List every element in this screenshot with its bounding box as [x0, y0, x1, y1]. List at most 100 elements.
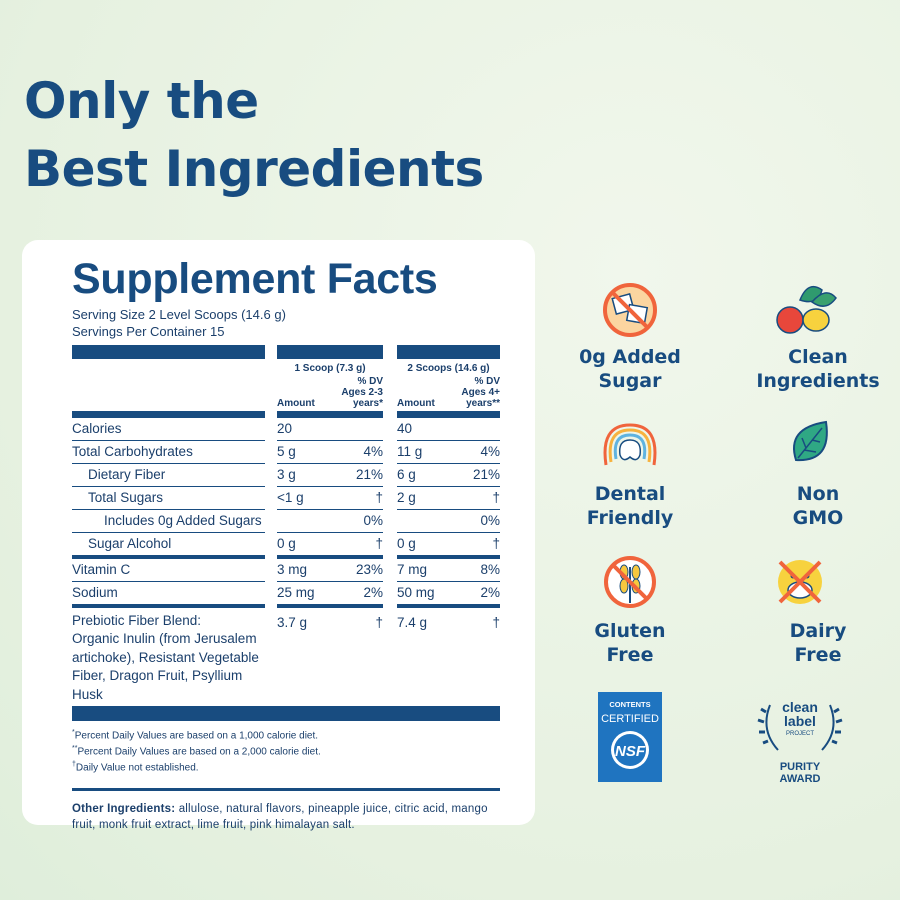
leaf-icon	[793, 420, 828, 462]
award-text: PURITY	[780, 761, 821, 773]
daily-value: †	[332, 533, 383, 559]
nutrient-name: Calories	[72, 418, 265, 441]
daily-value: 0%	[332, 510, 383, 533]
footnote: **Percent Daily Values are based on a 2,…	[72, 743, 500, 759]
daily-value: 4%	[332, 441, 383, 464]
bar	[277, 411, 383, 418]
amount: 25 mg	[277, 582, 332, 608]
facts-row: Sugar Alcohol 0 g † 0 g †	[72, 533, 500, 559]
facts-row: Prebiotic Fiber Blend: Organic Inulin (fr…	[72, 608, 500, 704]
daily-value: 2%	[332, 582, 383, 608]
badge-label: Gluten Free	[540, 619, 720, 667]
daily-value: 8%	[452, 559, 500, 582]
headline: Best Ingredients	[24, 140, 484, 198]
badge-line: GMO	[792, 507, 844, 529]
facts-row: Sodium 25 mg 2% 50 mg 2%	[72, 582, 500, 608]
award-text: AWARD	[780, 773, 821, 785]
nutrient-name: Prebiotic Fiber Blend: Organic Inulin (fr…	[72, 608, 265, 704]
nsf-mark: NSF	[615, 743, 646, 760]
nutrient-name: Sodium	[72, 582, 265, 608]
bar	[72, 411, 265, 418]
tooth-icon	[603, 423, 657, 466]
footnote: *Percent Daily Values are based on a 1,0…	[72, 727, 500, 743]
dv-heading: % DV Ages 4+ years**	[461, 376, 500, 409]
amount: <1 g	[277, 487, 332, 510]
footnotes: *Percent Daily Values are based on a 1,0…	[72, 727, 500, 774]
amount: 3 mg	[277, 559, 332, 582]
daily-value: †	[375, 615, 383, 630]
nutrient-name: Total Carbohydrates	[72, 441, 265, 464]
header-bars	[72, 345, 500, 359]
footnote-text: Percent Daily Values are based on a 1,00…	[74, 730, 319, 742]
amount	[397, 510, 452, 533]
supplement-facts: Supplement Facts Serving Size 2 Level Sc…	[72, 252, 500, 833]
amount: 11 g	[397, 441, 452, 464]
footnote-text: Percent Daily Values are based on a 2,00…	[77, 746, 321, 758]
daily-value: †	[492, 615, 500, 630]
badge-label: Dental Friendly	[540, 482, 720, 530]
nutrient-name: Includes 0g Added Sugars	[72, 510, 265, 533]
amount: 0 g	[277, 533, 332, 559]
nsf-badge: CONTENTS CERTIFIED NSF	[598, 692, 662, 782]
no-sugar-icon	[603, 283, 657, 337]
amount: 7 mg	[397, 559, 452, 582]
bar	[397, 411, 500, 418]
amount: 6 g	[397, 464, 452, 487]
badge-label: Dairy Free	[728, 619, 900, 667]
amount: 3.7 g	[277, 615, 308, 630]
amount: 40	[397, 418, 452, 441]
clean-label-text: label	[784, 713, 816, 729]
column-heading: 2 Scoops (14.6 g)	[407, 363, 490, 374]
badge-label: Non GMO	[728, 482, 900, 530]
other-label: Other Ingredients:	[72, 803, 176, 816]
badge-label: 0g Added Sugar	[540, 345, 720, 393]
badge-label: Clean Ingredients	[728, 345, 900, 393]
footnote: †Daily Value not established.	[72, 759, 500, 775]
daily-value: 23%	[332, 559, 383, 582]
clean-label-project: PROJECT	[786, 731, 814, 737]
daily-value: 21%	[452, 464, 500, 487]
bar	[277, 345, 383, 359]
nutrient-name: Vitamin C	[72, 559, 265, 582]
amount	[277, 510, 332, 533]
daily-value: 0%	[452, 510, 500, 533]
facts-row: Dietary Fiber 3 g 21% 6 g 21%	[72, 464, 500, 487]
nutrient-name: Total Sugars	[72, 487, 265, 510]
gluten-free-icon	[604, 556, 656, 608]
daily-value: 4%	[452, 441, 500, 464]
daily-value: 2%	[452, 582, 500, 608]
daily-value	[452, 418, 500, 441]
serving-size: Serving Size 2 Level Scoops (14.6 g)	[72, 307, 286, 322]
footnote-mark: **	[72, 744, 78, 752]
amount: 20	[277, 418, 332, 441]
clean-label-text: clean	[782, 699, 818, 715]
dv-heading: % DV Ages 2-3 years*	[341, 376, 383, 409]
amount: 5 g	[277, 441, 332, 464]
amount: 0 g	[397, 533, 452, 559]
amount-heading: Amount	[277, 398, 315, 409]
badge-line: Dairy	[789, 620, 847, 642]
servings-per-container: Servings Per Container 15	[72, 324, 225, 339]
amount-heading: Amount	[397, 398, 435, 409]
bar	[72, 345, 265, 359]
daily-value	[332, 418, 383, 441]
dairy-free-icon	[778, 560, 822, 604]
fruit-icon	[776, 285, 837, 334]
facts-row: Calories 20 40	[72, 418, 500, 441]
facts-title: Supplement Facts	[72, 255, 438, 303]
header-bars	[72, 411, 500, 418]
clean-label-badge: clean label PROJECT PURITY AWARD	[757, 699, 843, 785]
bar	[397, 345, 500, 359]
badge-line: Free	[794, 644, 842, 666]
badge-line: Ingredients	[756, 370, 880, 392]
badge-line: Friendly	[586, 507, 674, 529]
footnote-mark: *	[72, 729, 75, 736]
badge-line: Gluten	[594, 620, 666, 642]
facts-row: Includes 0g Added Sugars 0% 0%	[72, 510, 500, 533]
blend-detail: Organic Inulin (from Jerusalem artichoke…	[72, 631, 259, 702]
amount: 2 g	[397, 487, 452, 510]
badge-line: Dental	[594, 483, 666, 505]
amount: 7.4 g	[397, 615, 428, 630]
